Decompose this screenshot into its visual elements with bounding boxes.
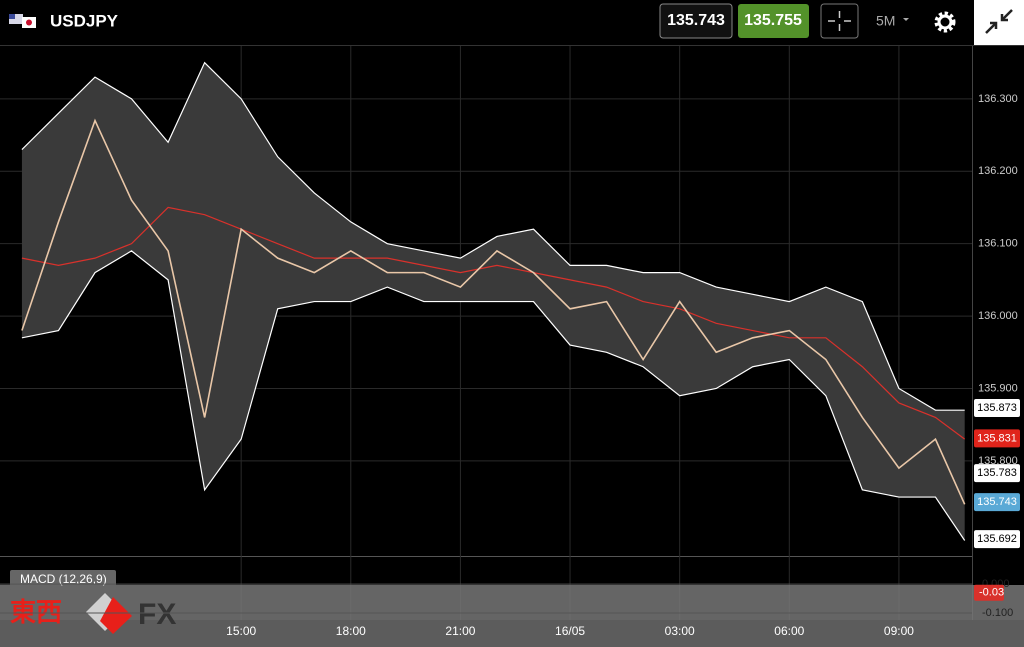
price-tag-label: 135.873 [977, 402, 1017, 414]
macd-label: MACD (12,26,9) [20, 572, 107, 586]
fx-logo: 東西 FX [10, 593, 176, 634]
timeframe[interactable]: 5M [876, 13, 895, 29]
y-tick-label: 136.200 [978, 165, 1018, 177]
price-tag [974, 464, 1020, 483]
series-line [21, 250, 966, 541]
flag-icon [9, 14, 36, 28]
bid-price[interactable]: 135.743 [667, 12, 725, 29]
settings-icon[interactable] [934, 11, 956, 33]
ask-button[interactable] [738, 4, 809, 38]
series-line [21, 61, 965, 411]
price-tag-label: 135.743 [977, 496, 1017, 508]
macd-tag-label: -0.03 [979, 587, 1004, 599]
y-tick-label: 136.100 [978, 238, 1018, 250]
plot [0, 46, 972, 620]
series-line [21, 118, 966, 505]
dropdown-caret [903, 18, 909, 21]
series-line [21, 206, 966, 440]
ask-price[interactable]: 135.755 [744, 12, 802, 29]
symbol[interactable]: USDJPY [50, 11, 119, 30]
top-bar [0, 0, 1024, 45]
time-axis-band [0, 620, 1024, 647]
price-tag [974, 493, 1020, 512]
x-tick-label: 21:00 [445, 624, 475, 638]
price-tag-label: 135.831 [977, 432, 1017, 444]
price-tag-label: 135.783 [977, 467, 1017, 479]
x-tick-label: 03:00 [665, 624, 695, 638]
macd-label-box[interactable] [10, 570, 116, 590]
macd-tag [974, 584, 1004, 601]
logo-text: 東西 [10, 597, 62, 627]
macd-tick-label: -0.100 [982, 607, 1013, 619]
price-tag [974, 399, 1020, 418]
crosshair-icon [828, 11, 851, 31]
collapse-icon [985, 9, 1013, 34]
price-tag [974, 429, 1020, 448]
logo-band [0, 585, 1024, 620]
x-tick-label: 06:00 [774, 624, 804, 638]
collapse-button[interactable] [974, 0, 1024, 45]
overlay: 136.300 136.200 136.100 136.000 135.900 135.8… [0, 93, 1020, 638]
x-tick-label: 09:00 [884, 624, 914, 638]
price-tag [974, 530, 1020, 549]
price-tag-label: 135.692 [977, 533, 1017, 545]
y-tick-label: 136.000 [978, 310, 1018, 322]
x-tick-label: 16/05 [555, 624, 585, 638]
x-tick-label: 18:00 [336, 624, 366, 638]
y-tick-label: 136.300 [978, 93, 1018, 105]
logo-text: FX [138, 598, 176, 631]
crosshair-button[interactable] [820, 3, 859, 39]
y-tick-label: 135.900 [978, 382, 1018, 394]
x-tick-label: 15:00 [226, 624, 256, 638]
y-tick-label: 135.800 [978, 455, 1018, 467]
bid-button[interactable] [659, 3, 733, 39]
